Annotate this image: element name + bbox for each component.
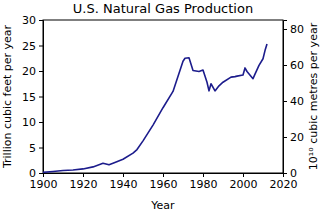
tick: 0 (29, 167, 43, 180)
tick: 15 (22, 91, 43, 104)
tick-label: 1940 (110, 178, 138, 191)
x-axis-title: Year (150, 199, 175, 212)
tick-label: 15 (22, 91, 36, 104)
tick-mark (283, 29, 287, 30)
tick-mark (203, 173, 204, 177)
tick: 20 (22, 65, 43, 78)
tick: 60 (283, 59, 304, 72)
axis-line (44, 174, 284, 178)
tick: 1940 (110, 173, 138, 191)
tick-label: 60 (290, 59, 304, 72)
tick-label: 25 (22, 40, 36, 53)
y2-axis: 0 20 40 60 80 (283, 21, 304, 181)
tick-mark (39, 122, 43, 123)
tick-mark (283, 65, 287, 66)
plot-frame (43, 20, 283, 173)
axis-line (39, 21, 44, 174)
tick: 2000 (230, 173, 258, 191)
tick-mark (163, 173, 164, 177)
tick: 1920 (70, 173, 98, 191)
tick: 0 (283, 167, 297, 180)
plot-area (43, 44, 267, 172)
tick: 5 (29, 142, 43, 155)
tick-label: 80 (290, 23, 304, 36)
tick: 25 (22, 40, 43, 53)
y-axis-title: Trillion cubic feet per year (1, 24, 14, 169)
tick-label: 2000 (230, 178, 258, 191)
tick-label: 30 (22, 14, 36, 27)
chart: 1900192019401960198020002020051015202530… (0, 0, 330, 216)
tick-mark (283, 173, 287, 174)
y-axis: 0 5 10 15 20 25 30 (22, 14, 44, 180)
tick-mark (283, 137, 287, 138)
tick-label: 1920 (70, 178, 98, 191)
tick-mark (283, 101, 287, 102)
tick-mark (39, 46, 43, 47)
tick-mark (39, 20, 43, 21)
title: U.S. Natural Gas Production (73, 1, 253, 16)
tick: 40 (283, 95, 304, 108)
tick-label: 10 (22, 116, 36, 129)
tick: 1960 (150, 173, 178, 191)
tick-mark (243, 173, 244, 177)
tick: 80 (283, 23, 304, 36)
x-axis: 1900192019401960198020002020 (30, 173, 298, 191)
tick: 20 (283, 131, 304, 144)
axis-line (284, 21, 288, 174)
tick-mark (39, 97, 43, 98)
tick-mark (83, 173, 84, 177)
tick: 30 (22, 14, 43, 27)
tick-mark (123, 173, 124, 177)
tick: 1980 (190, 173, 218, 191)
tick-mark (39, 71, 43, 72)
tick-mark (39, 173, 43, 174)
series-line (43, 44, 267, 172)
tick: 10 (22, 116, 43, 129)
tick-label: 0 (290, 167, 297, 180)
tick-label: 1960 (150, 178, 178, 191)
tick-label: 0 (29, 167, 36, 180)
tick-mark (39, 148, 43, 149)
tick-label: 20 (290, 131, 304, 144)
tick-label: 5 (29, 142, 36, 155)
tick-label: 20 (22, 65, 36, 78)
y2-axis-title: 10¹⁰ cubic metres per year (307, 22, 320, 170)
tick-label: 1980 (190, 178, 218, 191)
tick-label: 40 (290, 95, 304, 108)
